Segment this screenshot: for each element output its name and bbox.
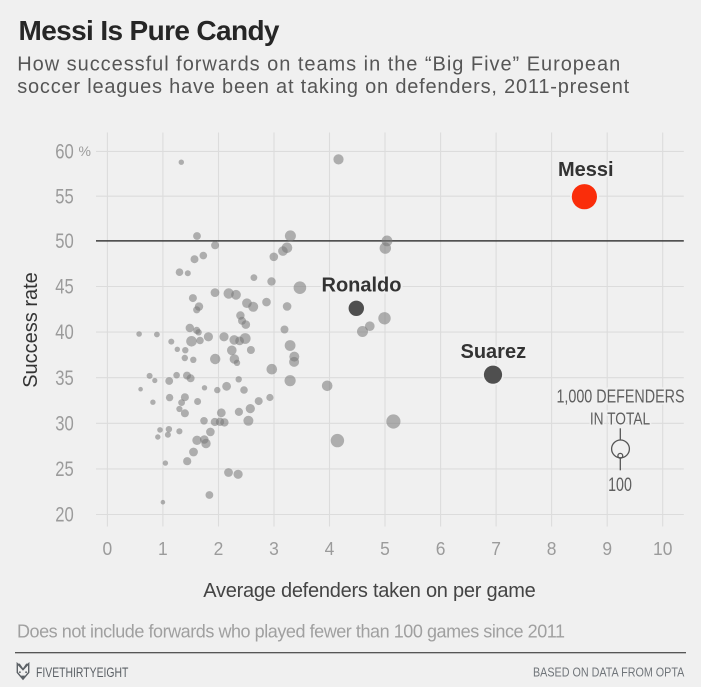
svg-text:1: 1 <box>158 539 168 559</box>
svg-text:100: 100 <box>608 475 632 496</box>
svg-text:6: 6 <box>436 539 446 559</box>
svg-text:soccer leagues have been at ta: soccer leagues have been at taking on de… <box>17 76 629 98</box>
svg-text:8: 8 <box>547 539 557 559</box>
svg-text:Average defenders taken on per: Average defenders taken on per game <box>203 580 536 602</box>
svg-text:FIVETHIRTYEIGHT: FIVETHIRTYEIGHT <box>36 664 129 680</box>
svg-text:4: 4 <box>325 539 335 559</box>
svg-text:IN TOTAL: IN TOTAL <box>590 409 651 429</box>
svg-text:Messi: Messi <box>558 159 614 181</box>
svg-text:2: 2 <box>214 539 224 559</box>
svg-text:20: 20 <box>55 504 74 527</box>
svg-text:30: 30 <box>55 412 74 435</box>
svg-text:35: 35 <box>55 367 74 390</box>
svg-text:Ronaldo: Ronaldo <box>322 275 402 297</box>
svg-text:%: % <box>79 143 91 159</box>
svg-text:50: 50 <box>55 230 74 253</box>
svg-text:25: 25 <box>55 458 74 481</box>
svg-text:55: 55 <box>55 185 74 208</box>
svg-text:45: 45 <box>55 276 74 299</box>
svg-text:10: 10 <box>653 539 672 559</box>
svg-text:7: 7 <box>491 539 501 559</box>
svg-text:How successful forwards on tea: How successful forwards on teams in the … <box>17 54 620 76</box>
svg-text:60: 60 <box>55 141 74 164</box>
svg-text:0: 0 <box>103 539 113 559</box>
svg-text:3: 3 <box>269 539 279 559</box>
svg-text:40: 40 <box>55 321 74 344</box>
svg-text:9: 9 <box>602 539 612 559</box>
svg-text:Does not include forwards who: Does not include forwards who played few… <box>17 622 565 642</box>
svg-text:Messi Is Pure Candy: Messi Is Pure Candy <box>19 15 280 46</box>
svg-text:5: 5 <box>380 539 390 559</box>
svg-text:BASED ON DATA FROM OPTA: BASED ON DATA FROM OPTA <box>533 664 685 679</box>
svg-text:Success rate: Success rate <box>20 272 42 388</box>
svg-text:1,000 DEFENDERS: 1,000 DEFENDERS <box>556 387 684 407</box>
svg-text:Suarez: Suarez <box>461 341 527 363</box>
